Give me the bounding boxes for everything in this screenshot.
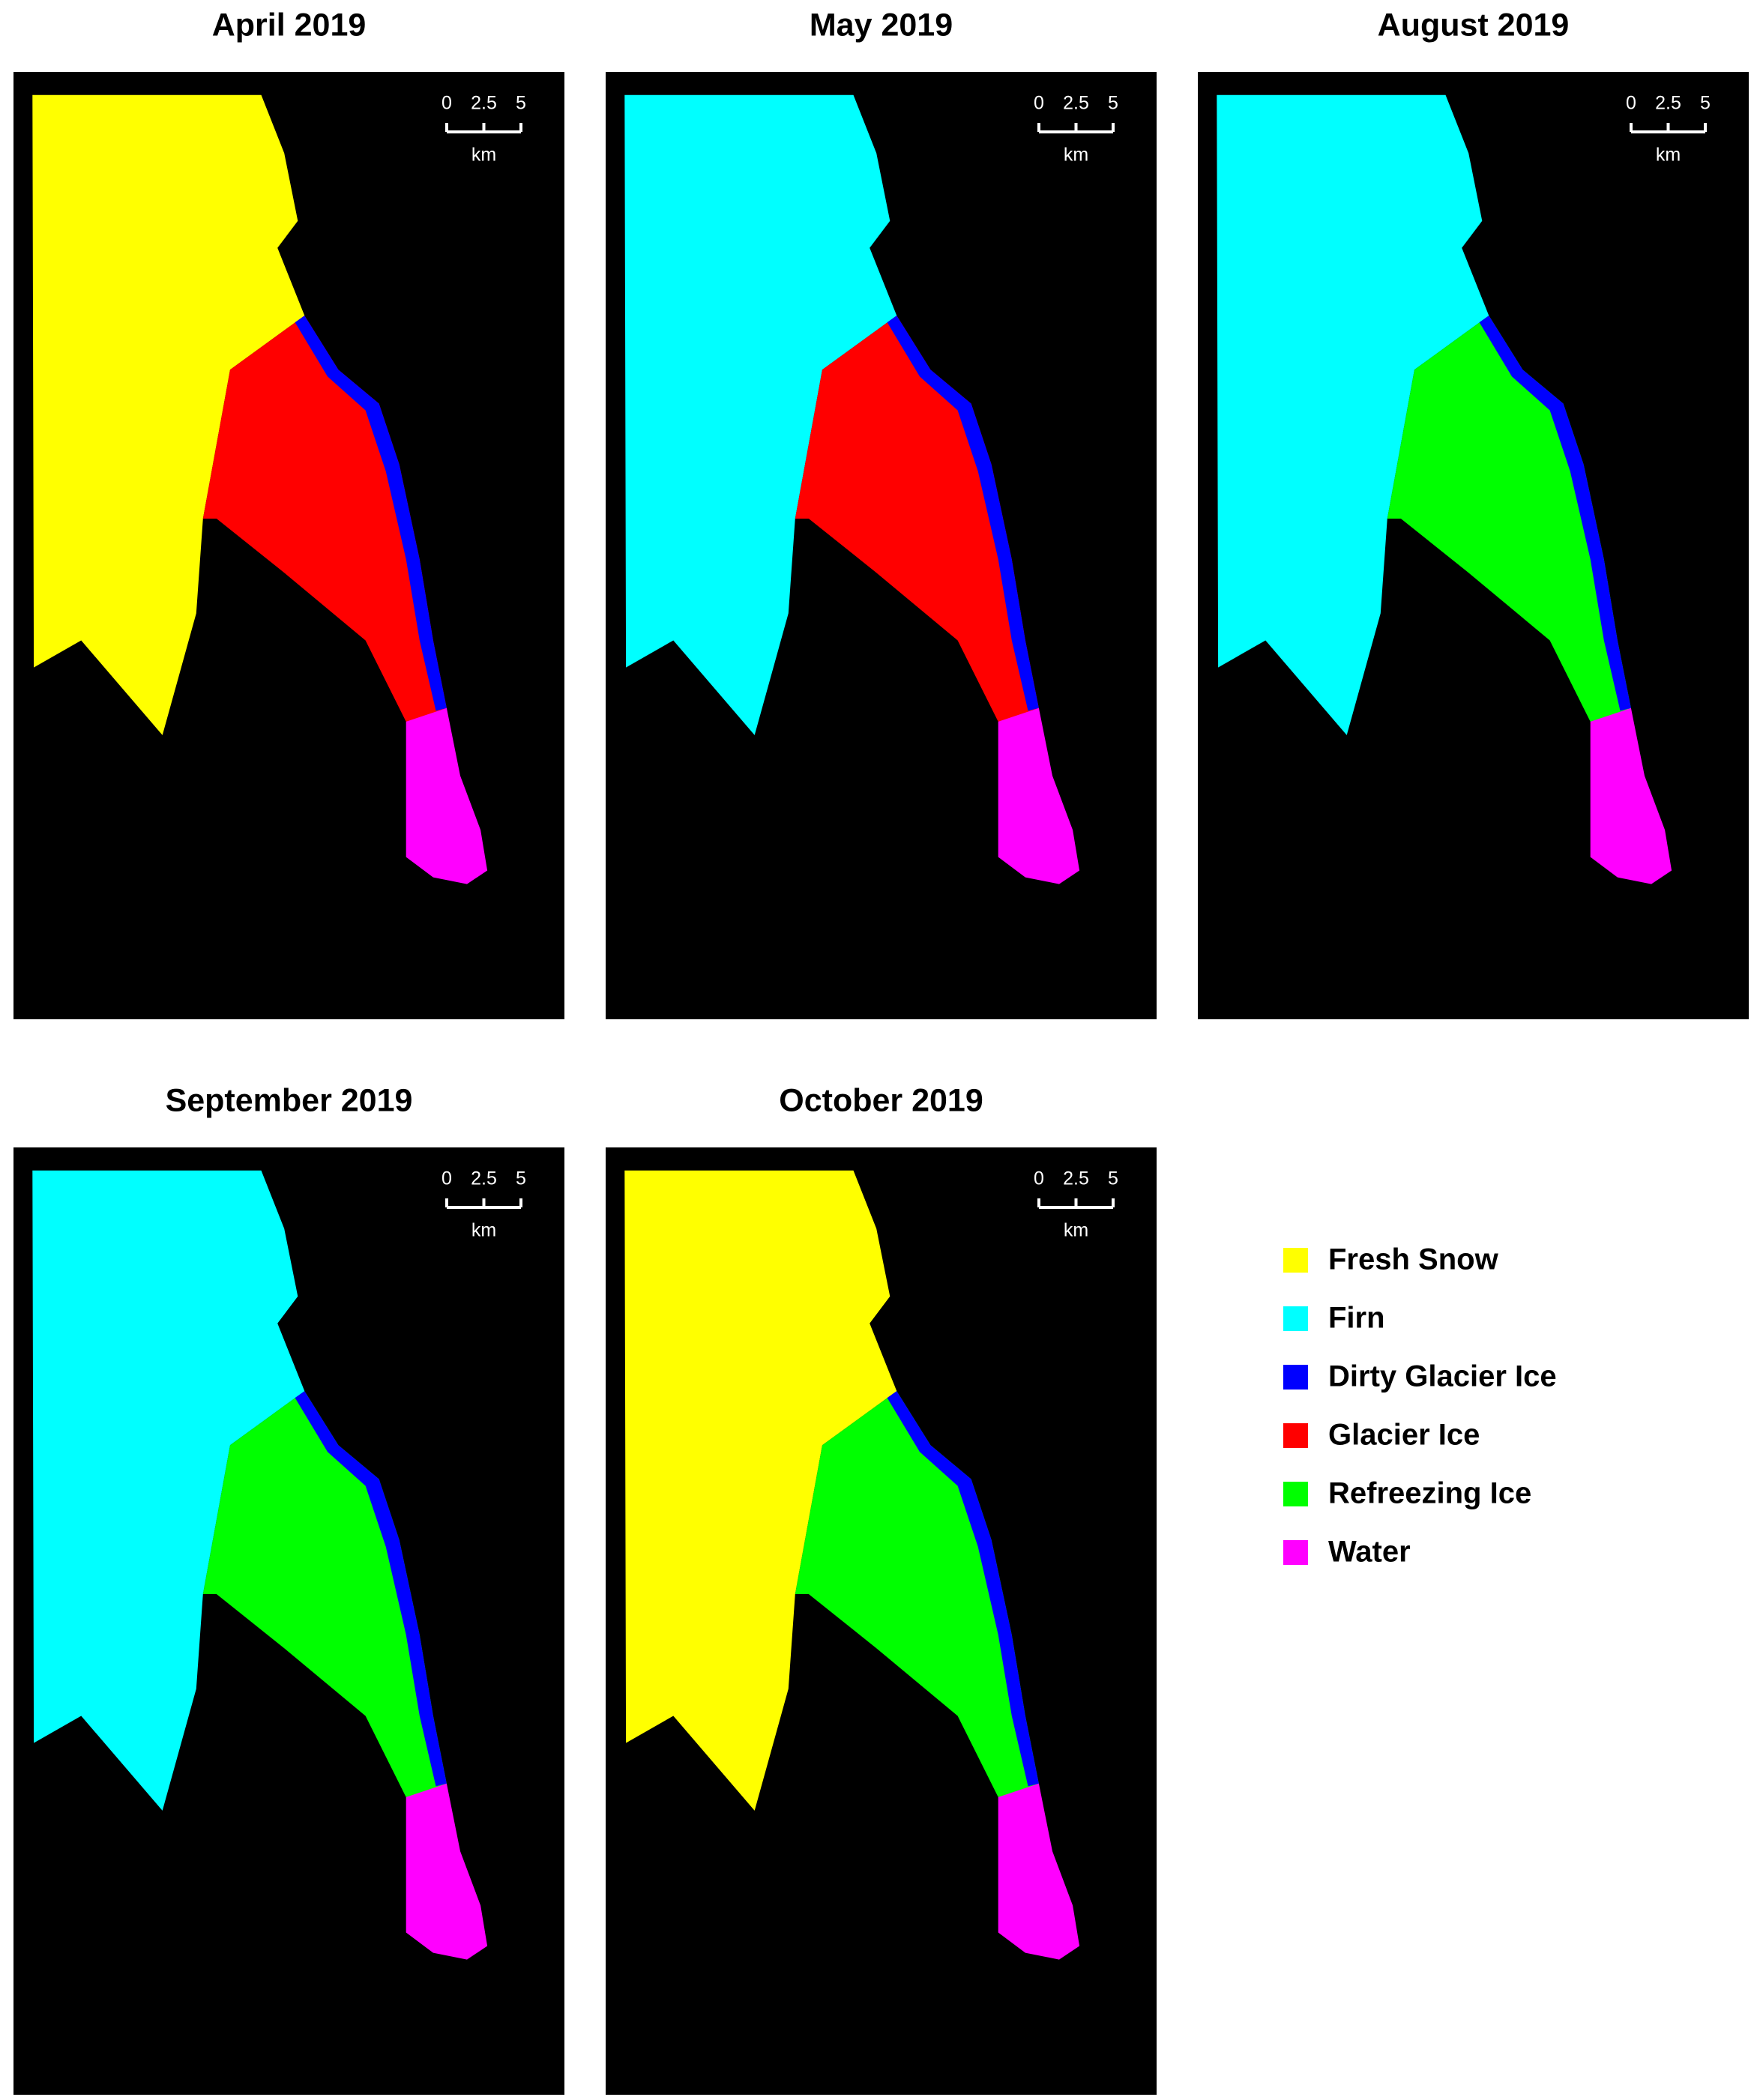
glacier-tongue <box>202 316 447 722</box>
map-panel: August 2019 0 2.5 5 km <box>1198 7 1749 1019</box>
scale-unit: km <box>1656 145 1681 166</box>
ice-margin <box>887 1391 1039 1787</box>
panel-title: August 2019 <box>1378 7 1570 43</box>
scale-label: 0 <box>441 93 452 114</box>
ice-margin <box>295 1391 447 1787</box>
scale-label: 0 <box>1626 93 1636 114</box>
scale-label: 0 <box>1034 1168 1044 1189</box>
map-panel: October 2019 0 2.5 5 km <box>606 1082 1157 2095</box>
scale-label: 5 <box>1108 1168 1118 1189</box>
scale-label: 2.5 <box>1063 1168 1089 1189</box>
legend-label: Fresh Snow <box>1328 1243 1499 1276</box>
snow-area <box>1217 94 1489 735</box>
lake <box>406 1783 488 1960</box>
ice-margin <box>295 316 447 711</box>
legend-label: Glacier Ice <box>1328 1419 1480 1452</box>
glacier-tongue <box>202 1391 447 1797</box>
panel-title: October 2019 <box>779 1082 983 1118</box>
scale-label: 2.5 <box>1655 93 1681 114</box>
scale-label: 2.5 <box>1063 93 1089 114</box>
map-panel: September 2019 0 2.5 5 km <box>13 1082 564 2095</box>
map-panel: April 2019 0 2.5 5 km <box>13 7 564 1019</box>
legend-swatch <box>1283 1482 1308 1506</box>
legend-swatch <box>1283 1248 1308 1273</box>
scale-label: 5 <box>1108 93 1118 114</box>
scale-label: 5 <box>516 93 526 114</box>
lake <box>998 1783 1080 1960</box>
glacier-tongue <box>1387 316 1631 722</box>
scale-label: 2.5 <box>471 93 497 114</box>
panel-title: May 2019 <box>810 7 953 43</box>
scale-label: 2.5 <box>471 1168 497 1189</box>
legend-label: Refreezing Ice <box>1328 1477 1531 1510</box>
scale-label: 0 <box>441 1168 452 1189</box>
ice-margin <box>1479 316 1631 711</box>
scale-unit: km <box>1064 145 1088 166</box>
legend-label: Firn <box>1328 1302 1385 1335</box>
scale-label: 5 <box>516 1168 526 1189</box>
scale-unit: km <box>1064 1220 1088 1241</box>
snow-area <box>32 1170 305 1811</box>
lake <box>998 707 1080 884</box>
scale-label: 0 <box>1034 93 1044 114</box>
legend-swatch <box>1283 1540 1308 1565</box>
legend-swatch <box>1283 1306 1308 1331</box>
map-panel: May 2019 0 2.5 5 km <box>606 7 1157 1019</box>
legend-label: Water <box>1328 1536 1411 1569</box>
legend-label: Dirty Glacier Ice <box>1328 1360 1557 1393</box>
panel-title: September 2019 <box>166 1082 413 1118</box>
ice-margin <box>887 316 1039 711</box>
panel-title: April 2019 <box>212 7 367 43</box>
scale-unit: km <box>471 145 496 166</box>
glacier-tongue <box>795 316 1039 722</box>
lake <box>406 707 488 884</box>
snow-area <box>32 94 305 735</box>
legend-swatch <box>1283 1365 1308 1390</box>
snow-area <box>624 94 897 735</box>
legend-swatch <box>1283 1423 1308 1448</box>
scale-unit: km <box>471 1220 496 1241</box>
lake <box>1590 707 1672 884</box>
snow-area <box>624 1170 897 1811</box>
glacier-tongue <box>795 1391 1039 1797</box>
scale-label: 5 <box>1700 93 1711 114</box>
